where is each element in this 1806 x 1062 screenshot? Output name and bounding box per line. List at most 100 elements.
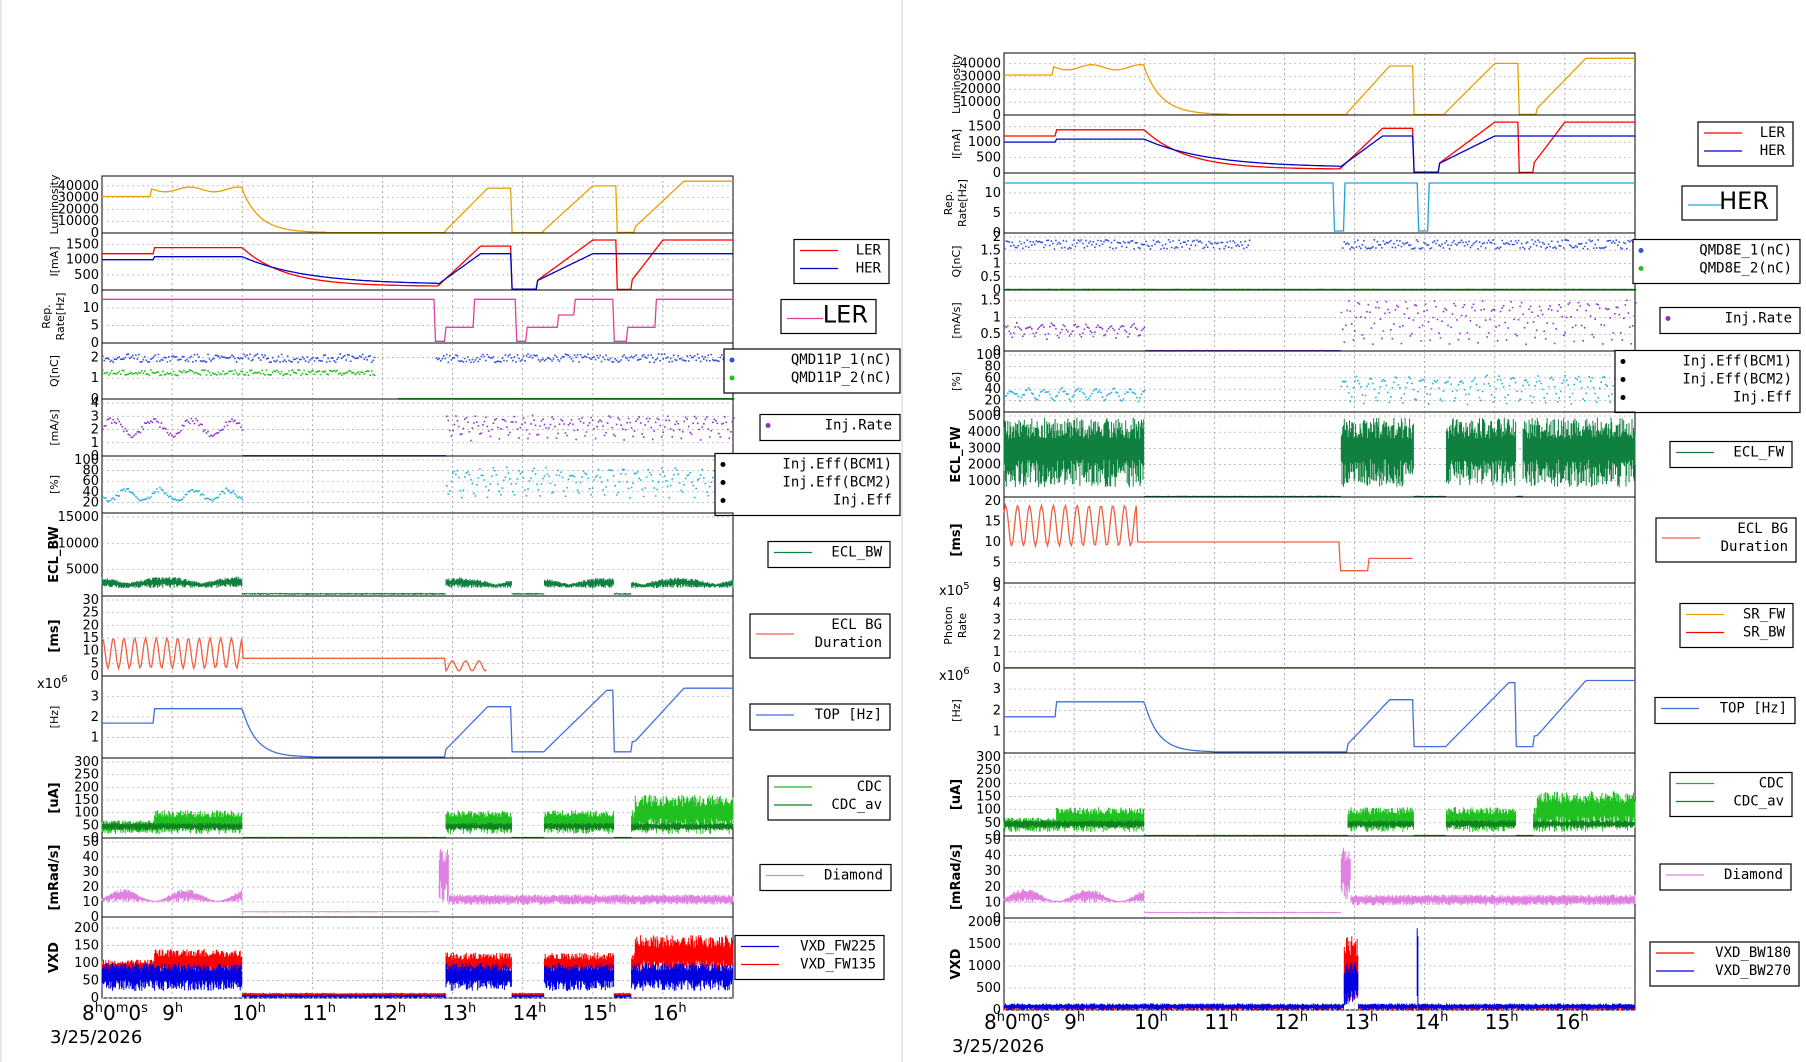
legend-label: TOP [Hz] [1720, 701, 1787, 717]
legend-label: Inj.Eff(BCM2) [1682, 372, 1792, 388]
series-dots [1004, 374, 1637, 406]
axis-multiplier: x105 [939, 581, 970, 599]
legend-label: SR_FW [1743, 607, 1786, 623]
legend-label: CDC [857, 779, 882, 795]
plot-row: 00.511.52 Q[nC] QMD8E_1(nC) QMD8E_2(nC) [950, 230, 1801, 298]
legend: VXD_FW225 VXD_FW135 [734, 934, 885, 981]
y-tick-label: 80 [984, 359, 1001, 374]
y-tick-label: 30000 [58, 191, 99, 206]
y-tick-label: 1.5 [980, 243, 1001, 258]
y-tick-label: 0 [91, 669, 99, 684]
x-tick-label: 16h [1555, 1010, 1589, 1034]
x-start-label: 8h0m0s [82, 1001, 148, 1025]
y-tick-label: 500 [976, 151, 1001, 166]
plot-frame [1003, 582, 1636, 669]
plot-frame [101, 342, 734, 400]
legend-marker [720, 462, 726, 467]
legend-label: Inj.Eff [833, 493, 892, 509]
y-tick-label: 10 [984, 535, 1001, 550]
legend-box [1655, 517, 1797, 563]
y-tick-label: 100 [976, 348, 1001, 363]
legend-box [1659, 306, 1801, 335]
y-tick-label: 100 [74, 956, 99, 971]
y-tick-label: 15 [82, 631, 99, 646]
x-tick-label: 13h [1345, 1010, 1379, 1034]
plot-frame [1003, 835, 1636, 919]
y-tick-label: 20 [984, 394, 1001, 409]
series-line [1004, 182, 1635, 232]
y-tick-label: 200 [74, 780, 99, 795]
plot-frame [1003, 172, 1636, 234]
y-tick-label: 1.5 [980, 294, 1001, 309]
y-tick-label: 0 [993, 1003, 1001, 1018]
y-axis-label: [mA/s] [48, 409, 61, 445]
y-tick-label: 10 [82, 895, 99, 910]
y-tick-label: 10000 [960, 95, 1001, 110]
legend-label: SR_BW [1743, 625, 1786, 641]
legend: LER [780, 298, 877, 335]
series-line [102, 180, 733, 234]
x-tick-label: 10h [1134, 1010, 1168, 1034]
legend-label: Inj.Eff(BCM2) [782, 475, 892, 491]
plot-frame [1003, 114, 1636, 174]
legend-label: VXD_BW180 [1715, 945, 1791, 961]
y-axis-label: [uA] [47, 782, 62, 813]
legend: VXD_BW180 VXD_BW270 [1649, 941, 1800, 987]
plot-frame [1003, 496, 1636, 584]
y-tick-label: 1 [993, 257, 1001, 272]
y-tick-label: 4000 [968, 425, 1001, 440]
legend: ECL_FW [1669, 440, 1793, 469]
x-tick-label: 11h [1204, 1010, 1238, 1034]
legend: TOP [Hz] [1654, 696, 1796, 725]
axis-multiplier: x106 [939, 666, 970, 684]
legend-marker [1638, 266, 1644, 271]
legend-box [714, 452, 901, 517]
plot-row: 1 2 3 x106 [Hz] TOP [Hz] [37, 674, 891, 759]
y-tick-label: 10000 [58, 536, 99, 551]
legend-marker [1665, 316, 1671, 321]
series-band [101, 576, 734, 595]
plot-row: 0 1 2 Q[nC] QMD11P_1(nC) QMD11P_2(nC) [48, 342, 901, 407]
x-tick-label: 9h [162, 1001, 183, 1025]
y-tick-label: 5 [993, 580, 1001, 595]
series-band [1003, 791, 1636, 836]
y-tick-label: 40 [82, 850, 99, 865]
y-tick-label: 3 [993, 682, 1001, 697]
y-tick-label: 2000 [968, 458, 1001, 473]
y-tick-label: 30000 [960, 69, 1001, 84]
y-tick-label: 0 [993, 226, 1001, 241]
y-tick-label: 100 [74, 806, 99, 821]
y-tick-label: 15000 [58, 510, 99, 525]
legend-box [723, 348, 901, 394]
y-tick-label: 250 [74, 768, 99, 783]
legend: Diamond [1659, 863, 1792, 891]
legend-label: HER [856, 261, 882, 277]
series-band [101, 794, 734, 838]
plot-frame [101, 398, 734, 457]
y-tick-label: 40 [984, 849, 1001, 864]
y-tick-label: 1000 [968, 959, 1001, 974]
y-tick-label: 40000 [960, 56, 1001, 71]
legend-label: CDC [1759, 776, 1784, 792]
y-tick-label: 250 [976, 763, 1001, 778]
legend: CDC CDC_av [1669, 771, 1793, 818]
y-tick-label: 1 [993, 725, 1001, 740]
legend-box [767, 540, 891, 569]
y-tick-label: 1000 [66, 253, 99, 268]
legend: ECL BG Duration [1655, 517, 1797, 563]
x-tick-label: 11h [302, 1001, 336, 1025]
plot-row: 0 50 100 150 200 VXD VXD_FW225 VXD_FW135 [47, 916, 885, 1006]
y-tick-label: 25 [82, 606, 99, 621]
legend: LER HER [1697, 121, 1794, 167]
legend-label: Inj.Rate [825, 418, 892, 434]
legend-label: ECL_BW [831, 545, 882, 561]
y-tick-label: 40000 [58, 179, 99, 194]
legend-box [759, 863, 892, 892]
y-tick-label: 1 [91, 436, 99, 451]
y-tick-label: 1000 [968, 135, 1001, 150]
